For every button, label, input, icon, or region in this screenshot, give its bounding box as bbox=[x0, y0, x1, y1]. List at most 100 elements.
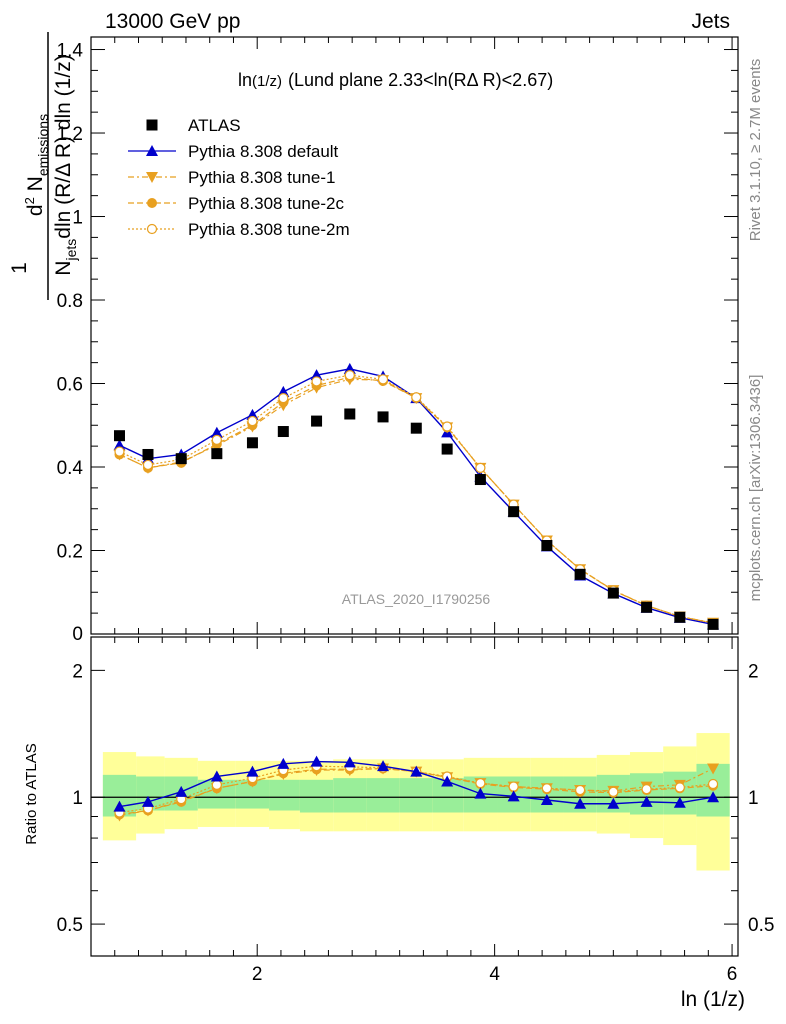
data-point bbox=[311, 376, 322, 387]
ratio-point bbox=[210, 770, 223, 782]
ratio-point bbox=[707, 778, 719, 790]
data-point bbox=[211, 434, 222, 445]
data-point bbox=[247, 415, 258, 427]
data-point bbox=[442, 421, 453, 432]
uncertainty-band-inner bbox=[299, 779, 334, 813]
data-point bbox=[411, 392, 422, 403]
ratio-point bbox=[540, 793, 553, 805]
series-line bbox=[119, 378, 714, 624]
ratio-point bbox=[310, 755, 323, 767]
ratio-point bbox=[246, 765, 259, 777]
data-point bbox=[246, 437, 258, 449]
legend-label: Pythia 8.308 tune-2m bbox=[188, 220, 350, 239]
ratio-point bbox=[641, 784, 652, 795]
series-line bbox=[119, 376, 714, 624]
x-axis-label: ln (1/z) bbox=[681, 988, 745, 1011]
data-point bbox=[277, 426, 289, 438]
ratio-y-tick-label: 1 bbox=[72, 788, 83, 809]
ratio-point bbox=[175, 785, 188, 797]
chart-title: ln(1/z) (Lund plane 2.33<ln(RΔ R)<2.67) bbox=[238, 70, 553, 90]
data-point bbox=[114, 446, 125, 457]
data-point bbox=[344, 370, 355, 381]
data-point bbox=[211, 448, 223, 460]
legend-marker bbox=[146, 223, 158, 235]
data-point bbox=[574, 568, 586, 580]
svg-text:Njetsdln (R/Δ R) dln (1/z): Njetsdln (R/Δ R) dln (1/z) bbox=[52, 54, 79, 275]
data-point bbox=[641, 601, 653, 613]
series-pythia-8-308-tune-2m bbox=[114, 370, 719, 629]
analysis-watermark: ATLAS_2020_I1790256 bbox=[342, 591, 491, 607]
y-tick-label: 0.4 bbox=[57, 458, 84, 479]
data-point bbox=[674, 611, 686, 623]
legend-label: Pythia 8.308 tune-1 bbox=[188, 168, 335, 187]
header-left: 13000 GeV pp bbox=[105, 10, 240, 33]
ratio-y-axis-label: Ratio to ATLAS bbox=[23, 743, 40, 844]
ratio-frame bbox=[90, 636, 739, 957]
ratio-y-tick-label-right: 0.5 bbox=[748, 915, 774, 936]
ratio-point bbox=[707, 791, 720, 803]
ratio-y-tick-label-right: 1 bbox=[748, 788, 759, 809]
y-tick-label: 0.8 bbox=[57, 291, 83, 312]
data-point bbox=[377, 374, 389, 385]
legend-marker bbox=[147, 198, 157, 208]
ratio-point bbox=[673, 796, 686, 808]
ratio-point bbox=[674, 782, 685, 793]
uncertainty-band-inner bbox=[333, 778, 367, 813]
ratio-point bbox=[508, 781, 519, 792]
ratio-point bbox=[211, 779, 222, 790]
y-tick-label: 1.4 bbox=[57, 41, 84, 62]
data-point bbox=[142, 459, 154, 471]
legend-marker bbox=[146, 172, 158, 183]
ratio-point bbox=[410, 765, 423, 777]
data-point bbox=[113, 430, 125, 442]
series-pythia-8-308-tune-2c bbox=[114, 372, 719, 629]
ratio-y-tick-label: 0.5 bbox=[57, 915, 83, 936]
y-tick-label-zero: 0 bbox=[72, 624, 83, 645]
x-tick-label: 2 bbox=[252, 964, 263, 985]
data-point bbox=[175, 453, 187, 465]
legend-marker bbox=[146, 145, 158, 156]
ratio-point bbox=[441, 775, 454, 787]
data-point bbox=[311, 415, 323, 427]
y-tick-label: 1 bbox=[72, 208, 83, 229]
ratio-point bbox=[640, 795, 653, 807]
ratio-y-tick-label-right: 2 bbox=[748, 661, 759, 682]
data-point bbox=[607, 587, 619, 599]
ratio-panel: 0.5 0.5 1 1 2 2 2 4 6 bbox=[57, 636, 774, 985]
data-point bbox=[278, 393, 289, 404]
ratio-point bbox=[277, 757, 290, 769]
header-right: Jets bbox=[691, 10, 730, 33]
ratio-point bbox=[541, 783, 552, 794]
data-point bbox=[475, 462, 486, 473]
ratio-point bbox=[474, 787, 487, 799]
upper-panel: 0.2 0.4 0.6 0.8 1 1.2 1.4 0 ln(1/z) (Lund plane 2… bbox=[57, 36, 739, 645]
data-point bbox=[707, 618, 719, 630]
y-axis-label-upper: 1 d2 Nemissions Njetsdln (R/Δ R) dln (1/… bbox=[8, 32, 79, 300]
ratio-point bbox=[608, 786, 619, 797]
ratio-point bbox=[113, 800, 126, 812]
ratio-point bbox=[343, 756, 356, 768]
svg-text:d2 Nemissions: d2 Nemissions bbox=[22, 114, 51, 216]
data-point bbox=[210, 426, 223, 438]
ratio-point bbox=[507, 790, 520, 802]
legend: ATLAS Pythia 8.308 default Pythia 8.308 tu… bbox=[128, 116, 350, 239]
legend-label: Pythia 8.308 tune-2c bbox=[188, 194, 344, 213]
ratio-y-tick-label: 2 bbox=[72, 661, 83, 682]
data-point bbox=[441, 443, 453, 455]
data-point bbox=[508, 506, 520, 518]
ratio-point bbox=[607, 797, 620, 809]
ratio-point bbox=[377, 760, 390, 772]
side-label-rivet: Rivet 3.1.10, ≥ 2.7M events bbox=[747, 59, 764, 242]
ratio-series-pythia-8-308-default bbox=[113, 755, 720, 812]
uncertainty-band-inner bbox=[399, 778, 433, 813]
x-tick-label: 6 bbox=[727, 964, 738, 985]
series-atlas bbox=[113, 408, 719, 630]
y-tick-label: 1.2 bbox=[57, 124, 83, 145]
ratio-point bbox=[707, 763, 720, 775]
legend-label: ATLAS bbox=[188, 116, 241, 135]
series-line bbox=[119, 374, 714, 624]
uncertainty-band-inner bbox=[366, 778, 400, 813]
uncertainty-band-inner bbox=[269, 779, 300, 811]
svg-text:1: 1 bbox=[8, 262, 31, 274]
